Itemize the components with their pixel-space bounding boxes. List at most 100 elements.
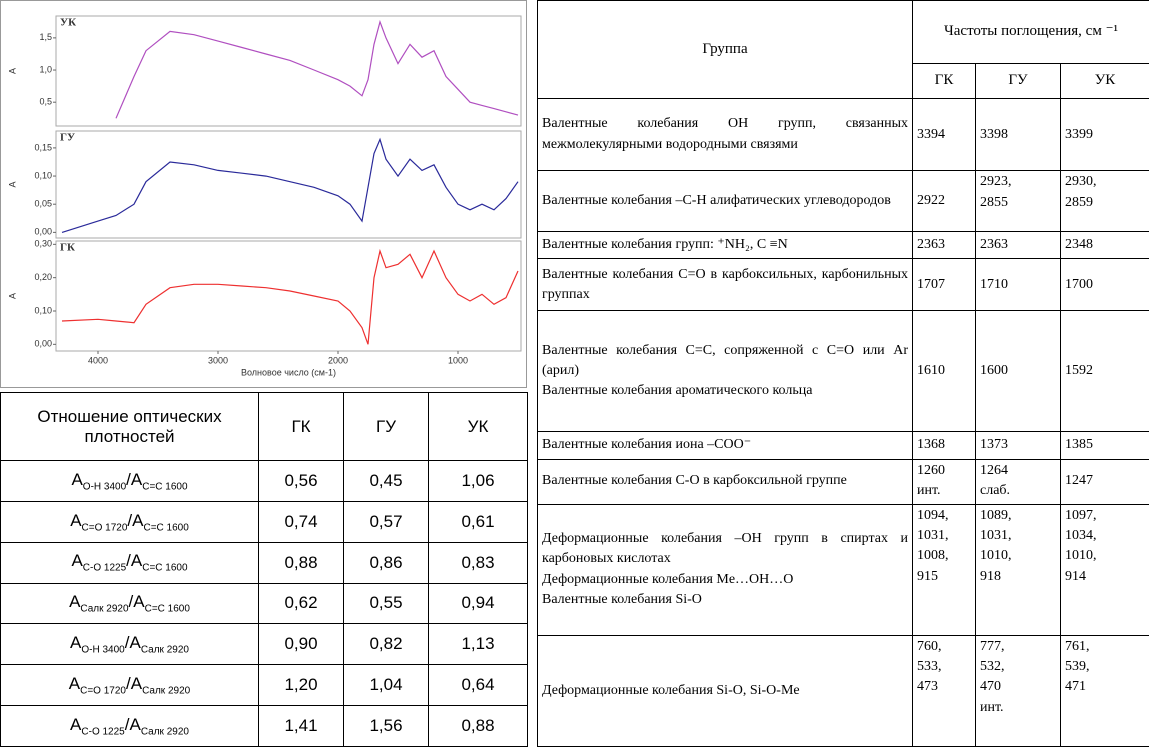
row: AO-H 3400/AСалк 2920 0,90 0,82 1,13: [0, 623, 528, 666]
group-cell: Валентные колебания С=О в карбоксильных,…: [537, 258, 913, 312]
row: Валентные колебания С-О в карбоксильной …: [537, 458, 1149, 505]
y-tick-label: 0,05: [34, 199, 52, 209]
label-part: A: [70, 714, 82, 734]
group-cell: Деформационные колебания Si-O, Si-O-Me: [537, 634, 913, 747]
header-cell: Отношение оптических плотностей: [0, 392, 259, 461]
frequency-value: 1610: [912, 310, 976, 432]
row: Деформационные колебания Si-O, Si-O-Me 76…: [537, 634, 1149, 747]
group-cell: Валентные колебания ОН групп, связанных …: [537, 98, 913, 172]
label-part: C=C 1600: [142, 562, 188, 574]
frequency-value: 3398: [975, 98, 1061, 172]
ratio-value: 1,13: [428, 623, 528, 666]
x-tick-label: 2000: [328, 355, 348, 365]
header-cell: Частоты поглощения, см ⁻¹: [912, 0, 1149, 65]
header-cell: УК: [428, 392, 528, 461]
ratio-value: 0,88: [428, 705, 528, 747]
frequency-value: 1707: [912, 258, 976, 312]
frequency-value: 3394: [912, 98, 976, 172]
panel-title: УК: [60, 17, 76, 29]
label-part: Салк 2920: [80, 603, 129, 615]
x-tick-label: 4000: [88, 355, 108, 365]
header-cell: УК: [1060, 63, 1149, 100]
ratio-label: AСалк 2920/AC=C 1600: [0, 582, 259, 625]
panel-title: ГК: [60, 242, 75, 254]
label-part: C=C 1600: [144, 603, 190, 615]
group-cell: Валентные колебания –С-Н алифатических у…: [537, 170, 913, 233]
y-tick-label: 0,00: [34, 339, 52, 349]
label-part: A: [70, 510, 82, 530]
frequency-value: 1097, 1034, 1010, 914: [1060, 503, 1149, 636]
label-part: Салк 2920: [142, 685, 191, 697]
row: Отношение оптических плотностей ГК ГУ УК: [0, 392, 528, 461]
label-part: A: [71, 469, 83, 489]
frequency-value: 1094, 1031, 1008, 915: [912, 503, 976, 636]
y-tick-label: 0,10: [34, 170, 52, 180]
frequency-value: 1373: [975, 430, 1061, 460]
row: ГК ГУ УК: [538, 63, 1149, 100]
ratio-label: AO-H 3400/AC=C 1600: [0, 460, 259, 502]
frequency-value: 1700: [1060, 258, 1149, 312]
ratio-label: AC=O 1720/AСалк 2920: [0, 664, 259, 707]
label-part: C=O 1720: [80, 685, 126, 697]
ratio-value: 0,64: [428, 664, 528, 707]
frequency-value: 1089, 1031, 1010, 918: [975, 503, 1061, 636]
label-part: /A: [124, 714, 141, 734]
ratio-label: AC-O 1225/AСалк 2920: [0, 705, 259, 747]
row: AC=O 1720/AC=C 1600 0,74 0,57 0,61: [0, 500, 528, 543]
y-axis-label: A: [7, 68, 17, 74]
frequency-value: 1260 инт.: [912, 458, 976, 505]
ratio-value: 1,41: [258, 705, 344, 747]
row: Валентные колебания С=С, сопряженной с С…: [537, 310, 1149, 432]
frequency-value: 1710: [975, 258, 1061, 312]
ratio-value: 0,86: [343, 541, 429, 584]
panel-frame: [55, 15, 522, 127]
group-cell: Валентные колебания С=С, сопряженной с С…: [537, 310, 913, 432]
panel-frame: [55, 240, 522, 352]
label-part: /A: [126, 551, 143, 571]
ratio-value: 0,61: [428, 500, 528, 543]
ratio-value: 0,94: [428, 582, 528, 625]
frequency-value: 2930, 2859: [1060, 170, 1149, 233]
group-cell: Валентные колебания С-О в карбоксильной …: [537, 458, 913, 505]
frequency-value: 777, 532, 470 инт.: [975, 634, 1061, 747]
ratio-label: AO-H 3400/AСалк 2920: [0, 623, 259, 666]
y-axis-label: A: [7, 181, 17, 187]
frequency-table: Группа Частоты поглощения, см ⁻¹ ГК ГУ УК Вал…: [537, 0, 1149, 747]
y-tick-label: 1,0: [39, 64, 52, 74]
ratio-value: 1,04: [343, 664, 429, 707]
frequency-value: 1368: [912, 430, 976, 460]
ratio-table: Отношение оптических плотностей ГК ГУ УК AO-…: [0, 392, 528, 747]
panel-title: ГУ: [60, 132, 75, 144]
row: Валентные колебания –С-Н алифатических у…: [537, 170, 1149, 233]
ratio-value: 0,82: [343, 623, 429, 666]
label-part: /A: [124, 633, 141, 653]
spectrum-line: [115, 19, 519, 119]
spectrum-line: [61, 137, 519, 233]
label-part: C=C 1600: [143, 521, 189, 533]
group-cell: Валентные колебания иона –СОО⁻: [537, 430, 913, 460]
frequency-value: 761, 539, 471: [1060, 634, 1149, 747]
frequency-value: 2363: [912, 231, 976, 260]
label-part: /A: [127, 510, 144, 530]
ratio-value: 0,62: [258, 582, 344, 625]
row: Валентные колебания групп: ⁺NH₂, C ≡N 236…: [537, 231, 1149, 260]
ratio-value: 0,45: [343, 460, 429, 502]
y-tick-label: 0,15: [34, 142, 52, 152]
header-cell: ГК: [258, 392, 344, 461]
header-cell: Группа: [537, 0, 913, 100]
header-cell: ГК: [912, 63, 976, 100]
ratio-value: 0,74: [258, 500, 344, 543]
label-part: Салк 2920: [140, 644, 189, 656]
group-cell: Валентные колебания групп: ⁺NH₂, C ≡N: [537, 231, 913, 260]
label-part: /A: [128, 592, 145, 612]
ratio-label: AC=O 1720/AC=C 1600: [0, 500, 259, 543]
label-part: A: [70, 633, 82, 653]
ratio-value: 0,90: [258, 623, 344, 666]
header-cell: ГУ: [343, 392, 429, 461]
spectrum-line: [61, 248, 519, 345]
ratio-value: 1,06: [428, 460, 528, 502]
label-part: Салк 2920: [140, 726, 189, 738]
y-tick-label: 0,5: [39, 97, 52, 107]
y-tick-label: 1,5: [39, 32, 52, 42]
y-tick-label: 0,10: [34, 305, 52, 315]
